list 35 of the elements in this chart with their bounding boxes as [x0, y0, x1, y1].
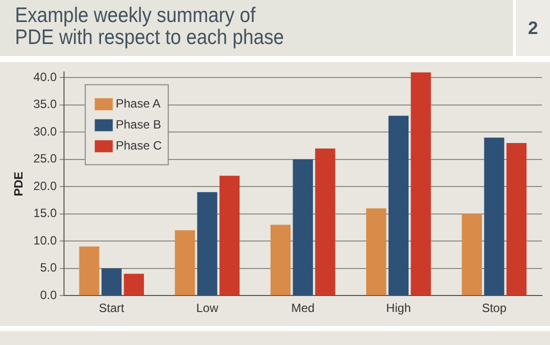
- bar: [102, 268, 122, 296]
- y-tick-label: 0.0: [40, 288, 58, 302]
- bar: [462, 214, 482, 296]
- y-tick-label: 30.0: [33, 124, 58, 138]
- y-tick-label: 5.0: [40, 260, 58, 275]
- bar: [124, 274, 144, 296]
- legend-label: Phase B: [116, 118, 162, 132]
- x-tick-label: Start: [98, 301, 125, 316]
- bar: [79, 246, 100, 296]
- bar: [197, 192, 218, 296]
- y-tick-label: 20.0: [33, 178, 58, 193]
- y-tick-label: 15.0: [33, 206, 58, 220]
- y-tick-label: 35.0: [33, 97, 58, 112]
- y-axis-title: PDE: [12, 172, 26, 196]
- y-tick-label: 10.0: [33, 233, 58, 248]
- bar: [506, 143, 527, 296]
- bar: [484, 138, 504, 296]
- bar: [366, 208, 386, 296]
- bar: [388, 116, 409, 296]
- legend-label: Phase A: [116, 96, 160, 111]
- chart-title: Example weekly summary of PDE with respect to each phase: [15, 4, 284, 49]
- y-tick-label: 40.0: [33, 70, 58, 84]
- bar: [315, 148, 336, 296]
- bar: [174, 230, 195, 296]
- x-tick-label: High: [386, 301, 411, 316]
- text: 2: [516, 0, 550, 56]
- bar: [220, 176, 240, 296]
- x-tick-label: Med: [291, 301, 315, 316]
- x-tick-label: Low: [196, 301, 219, 316]
- x-tick-label: Stop: [482, 301, 507, 316]
- bar: [410, 72, 431, 296]
- y-tick-label: 25.0: [33, 152, 58, 166]
- bar: [292, 159, 313, 296]
- bar: [270, 224, 291, 296]
- legend-label: Phase C: [116, 138, 162, 153]
